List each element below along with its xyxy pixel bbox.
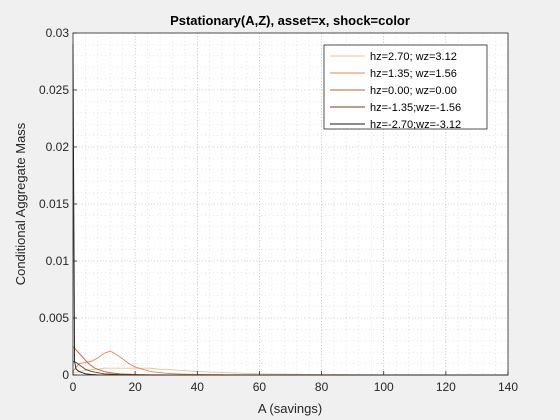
y-tick-label: 0.005 xyxy=(39,311,69,325)
chart-title: Pstationary(A,Z), asset=x, shock=color xyxy=(170,13,410,28)
legend-label-3: hz=0.00; wz=0.00 xyxy=(370,85,457,97)
legend-label-5: hz=-2.70;wz=-3.12 xyxy=(370,119,461,131)
y-tick-label: 0.03 xyxy=(46,26,70,40)
legend: hz=2.70; wz=3.12 hz=1.35; wz=1.56 hz=0.00;… xyxy=(324,45,487,131)
y-tick-label: 0 xyxy=(62,368,69,382)
y-tick-label: 0.015 xyxy=(39,197,69,211)
y-tick-label: 0.01 xyxy=(46,254,70,268)
y-tick-label: 0.02 xyxy=(46,140,70,154)
x-axis-label: A (savings) xyxy=(258,401,322,416)
legend-label-2: hz=1.35; wz=1.56 xyxy=(370,68,457,80)
legend-label-1: hz=2.70; wz=3.12 xyxy=(370,51,457,63)
y-axis-label: Conditional Aggregate Mass xyxy=(13,122,28,285)
y-tick-label: 0.025 xyxy=(39,83,69,97)
x-tick-label: 80 xyxy=(315,380,329,394)
x-tick-label: 0 xyxy=(70,380,77,394)
x-tick-label: 140 xyxy=(498,380,518,394)
legend-label-4: hz=-1.35;wz=-1.56 xyxy=(370,102,461,114)
x-tick-label: 120 xyxy=(436,380,456,394)
x-tick-label: 40 xyxy=(191,380,205,394)
x-tick-label: 20 xyxy=(128,380,142,394)
x-tick-label: 60 xyxy=(253,380,267,394)
x-tick-label: 100 xyxy=(374,380,394,394)
